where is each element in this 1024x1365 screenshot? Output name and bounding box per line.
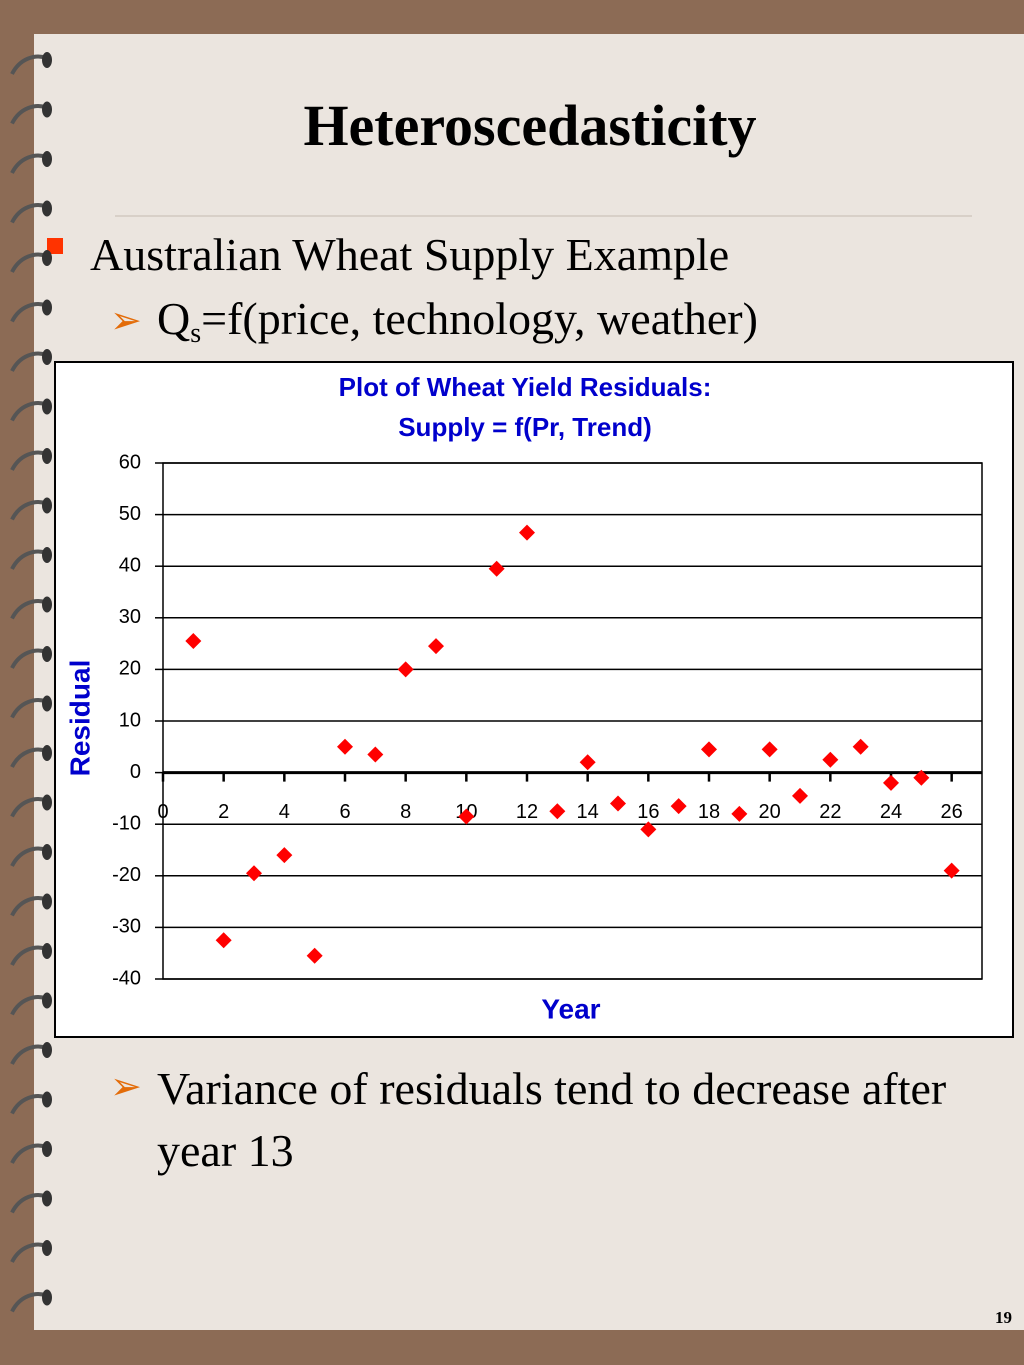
point xyxy=(610,795,626,812)
x-tick-label: 22 xyxy=(819,801,841,823)
arrow-bullet: ➢ xyxy=(110,1064,142,1108)
spiral-hole xyxy=(42,1289,52,1306)
spiral-hole xyxy=(42,596,52,613)
y-tick-label: -10 xyxy=(112,812,141,834)
y-tick-label: 20 xyxy=(119,658,141,680)
point xyxy=(640,821,657,838)
spiral-hole xyxy=(42,250,52,266)
spiral-hole xyxy=(42,151,52,167)
subscript: s xyxy=(190,318,202,349)
text: =f(price, technology, weather) xyxy=(201,293,758,344)
y-tick-label: -20 xyxy=(112,864,141,886)
point xyxy=(701,741,717,758)
y-axis-label: Residual xyxy=(64,660,95,777)
point xyxy=(276,847,293,864)
x-tick-label: 20 xyxy=(759,801,781,823)
point xyxy=(488,560,505,577)
x-tick-label: 0 xyxy=(157,801,168,823)
point xyxy=(246,865,262,882)
point xyxy=(761,741,778,758)
point xyxy=(397,661,414,678)
point xyxy=(337,738,353,755)
spiral-hole xyxy=(42,745,52,761)
point xyxy=(549,803,566,820)
spiral-hole xyxy=(42,695,52,712)
page-number: 19 xyxy=(995,1308,1012,1327)
y-tick-label: 30 xyxy=(119,606,141,628)
x-tick-label: 24 xyxy=(880,801,902,823)
x-tick-label: 14 xyxy=(577,801,599,823)
chart-title: Plot of Wheat Yield Residuals: xyxy=(339,372,712,402)
spiral-hole xyxy=(42,547,52,563)
spiral-hole xyxy=(42,299,52,316)
point xyxy=(458,808,475,825)
point xyxy=(579,754,596,771)
point xyxy=(822,751,839,768)
point xyxy=(731,805,748,822)
point xyxy=(367,746,384,763)
x-tick-label: 16 xyxy=(637,801,659,823)
spiral-hole xyxy=(42,398,52,415)
spiral-hole xyxy=(42,497,52,514)
point xyxy=(852,738,869,755)
chart-subtitle: Supply = f(Pr, Trend) xyxy=(398,412,652,442)
x-tick-label: 8 xyxy=(400,801,411,823)
x-tick-label: 26 xyxy=(941,801,963,823)
y-tick-label: 10 xyxy=(119,709,141,731)
point xyxy=(215,932,232,949)
spiral-hole xyxy=(42,1190,52,1207)
spiral-hole xyxy=(42,943,52,959)
spiral-hole xyxy=(42,646,52,662)
spiral-hole xyxy=(42,794,52,811)
spiral-hole xyxy=(42,1042,52,1058)
spiral-hole xyxy=(42,52,52,68)
spiral-hole xyxy=(42,1141,52,1157)
y-tick-label: 40 xyxy=(119,554,141,576)
x-tick-label: 2 xyxy=(218,801,229,823)
x-tick-label: 18 xyxy=(698,801,720,823)
spiral-hole xyxy=(42,1091,52,1108)
spiral-hole xyxy=(42,349,52,365)
arrow-bullet: ➢ xyxy=(110,298,142,342)
bullet-square xyxy=(47,238,63,254)
x-tick-label: 4 xyxy=(279,801,290,823)
point xyxy=(792,787,808,804)
point xyxy=(185,633,202,650)
y-tick-label: 50 xyxy=(119,503,141,525)
spiral-hole xyxy=(42,101,52,118)
y-tick-label: 60 xyxy=(119,451,141,473)
spiral-hole xyxy=(42,992,52,1009)
sub-bullet: Variance of residuals tend to decrease a… xyxy=(157,1063,947,1176)
bullet: Australian Wheat Supply Example xyxy=(90,229,730,280)
text: Q xyxy=(157,293,191,344)
y-tick-label: -40 xyxy=(112,967,141,989)
x-axis-label: Year xyxy=(541,993,600,1024)
y-tick-label: 0 xyxy=(130,761,141,783)
point xyxy=(428,638,444,655)
y-tick-label: -30 xyxy=(112,916,141,938)
point xyxy=(913,769,930,786)
spiral-hole xyxy=(42,448,52,464)
point xyxy=(519,524,535,541)
x-tick-label: 12 xyxy=(516,801,538,823)
spiral-hole xyxy=(42,1240,52,1256)
sub-bullet: Qs=f(price, technology, weather) xyxy=(157,292,758,350)
spiral-hole xyxy=(42,200,52,217)
point xyxy=(883,774,899,791)
x-tick-label: 6 xyxy=(339,801,350,823)
slide-title: Heteroscedasticity xyxy=(303,93,757,158)
point xyxy=(306,947,323,964)
point xyxy=(670,798,687,815)
spiral-hole xyxy=(42,893,52,910)
point xyxy=(943,862,960,879)
spiral-hole xyxy=(42,844,52,860)
